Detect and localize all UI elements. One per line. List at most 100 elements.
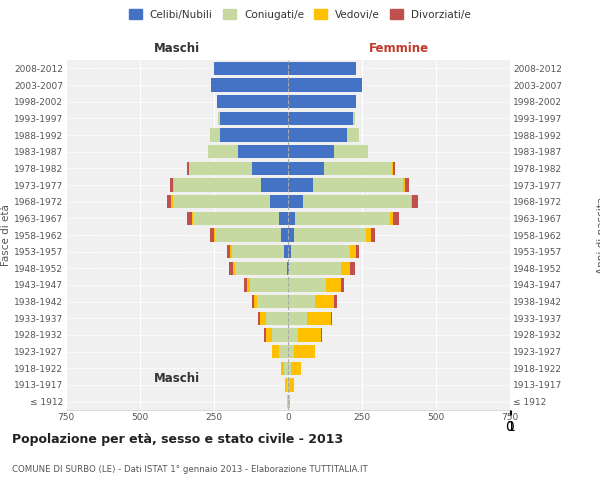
Bar — [235, 262, 287, 275]
Bar — [307, 312, 331, 325]
Text: Popolazione per età, sesso e stato civile - 2013: Popolazione per età, sesso e stato civil… — [12, 432, 343, 446]
Bar — [254, 295, 257, 308]
Bar — [192, 212, 193, 225]
Bar — [232, 245, 284, 258]
Bar — [334, 295, 337, 308]
Bar — [334, 145, 368, 158]
Bar — [350, 245, 356, 258]
Bar — [288, 278, 326, 291]
Bar — [284, 362, 288, 375]
Bar — [289, 378, 294, 392]
Bar — [209, 228, 214, 241]
Bar — [326, 278, 341, 291]
Bar — [217, 95, 288, 108]
Bar — [393, 162, 395, 175]
Bar — [211, 78, 288, 92]
Bar — [294, 228, 367, 241]
Bar — [193, 212, 279, 225]
Bar — [259, 312, 260, 325]
Text: Maschi: Maschi — [154, 372, 200, 384]
Bar — [187, 162, 189, 175]
Bar — [218, 112, 220, 125]
Bar — [291, 245, 350, 258]
Bar — [230, 245, 232, 258]
Bar — [187, 212, 192, 225]
Bar — [288, 362, 291, 375]
Bar — [288, 95, 356, 108]
Bar — [291, 362, 301, 375]
Bar — [314, 295, 334, 308]
Bar — [411, 195, 412, 208]
Bar — [238, 145, 288, 158]
Bar — [371, 228, 376, 241]
Bar — [288, 145, 334, 158]
Bar — [173, 195, 270, 208]
Bar — [272, 328, 288, 342]
Bar — [298, 328, 320, 342]
Bar — [288, 295, 314, 308]
Bar — [220, 128, 288, 141]
Bar — [284, 245, 288, 258]
Bar — [323, 162, 392, 175]
Bar — [350, 262, 355, 275]
Bar — [392, 162, 393, 175]
Bar — [281, 362, 284, 375]
Bar — [288, 262, 289, 275]
Bar — [174, 178, 262, 192]
Bar — [266, 312, 288, 325]
Bar — [288, 128, 347, 141]
Bar — [229, 262, 233, 275]
Bar — [405, 178, 409, 192]
Bar — [279, 212, 288, 225]
Bar — [285, 378, 287, 392]
Bar — [288, 328, 298, 342]
Bar — [214, 62, 288, 75]
Bar — [215, 228, 281, 241]
Bar — [189, 162, 253, 175]
Bar — [279, 345, 288, 358]
Bar — [313, 178, 403, 192]
Bar — [403, 178, 405, 192]
Bar — [288, 228, 294, 241]
Bar — [265, 328, 266, 342]
Text: COMUNE DI SURBO (LE) - Dati ISTAT 1° gennaio 2013 - Elaborazione TUTTITALIA.IT: COMUNE DI SURBO (LE) - Dati ISTAT 1° gen… — [12, 466, 368, 474]
Legend: Celibi/Nubili, Coniugati/e, Vedovi/e, Divorziati/e: Celibi/Nubili, Coniugati/e, Vedovi/e, Di… — [125, 5, 475, 24]
Bar — [287, 262, 288, 275]
Bar — [281, 228, 288, 241]
Bar — [209, 128, 220, 141]
Bar — [356, 245, 359, 258]
Bar — [260, 312, 266, 325]
Bar — [303, 195, 411, 208]
Bar — [288, 212, 295, 225]
Bar — [257, 295, 288, 308]
Text: Maschi: Maschi — [154, 42, 200, 55]
Bar — [287, 378, 288, 392]
Bar — [289, 262, 341, 275]
Bar — [393, 212, 399, 225]
Bar — [288, 178, 313, 192]
Bar — [170, 178, 173, 192]
Bar — [288, 112, 353, 125]
Bar — [262, 178, 288, 192]
Bar — [367, 228, 371, 241]
Bar — [270, 195, 288, 208]
Bar — [208, 145, 238, 158]
Bar — [353, 112, 355, 125]
Bar — [288, 195, 303, 208]
Bar — [233, 262, 235, 275]
Bar — [253, 162, 288, 175]
Bar — [294, 345, 314, 358]
Bar — [220, 112, 288, 125]
Bar — [331, 312, 332, 325]
Bar — [289, 395, 290, 408]
Bar — [288, 378, 289, 392]
Bar — [390, 212, 393, 225]
Bar — [250, 278, 288, 291]
Bar — [288, 245, 291, 258]
Text: Femmine: Femmine — [369, 42, 429, 55]
Bar — [247, 278, 250, 291]
Bar — [214, 228, 215, 241]
Bar — [272, 345, 279, 358]
Bar — [288, 162, 323, 175]
Bar — [253, 295, 254, 308]
